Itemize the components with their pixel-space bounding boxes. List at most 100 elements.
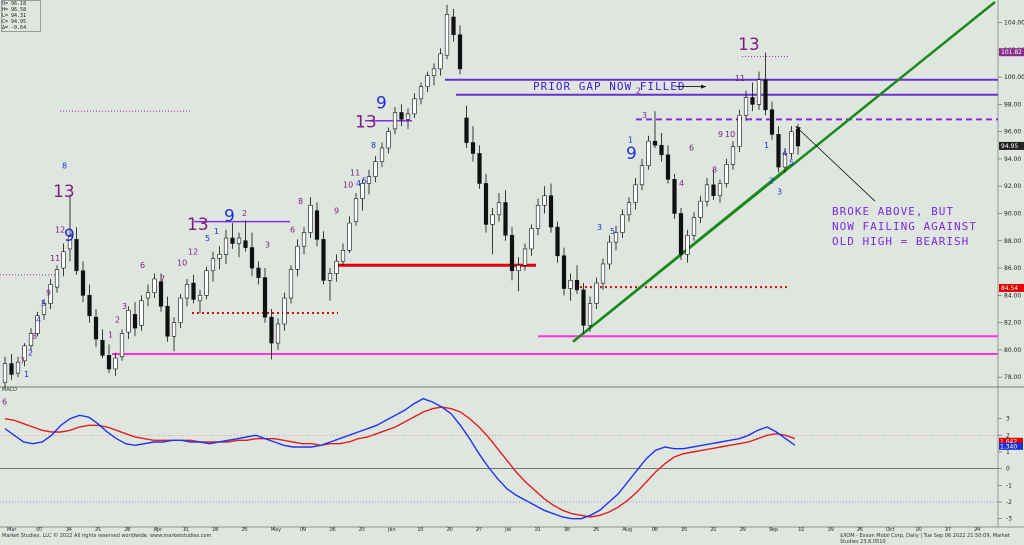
candle-body	[730, 146, 736, 165]
candle-body	[360, 183, 365, 199]
candle-body	[197, 295, 203, 302]
annotation-broke-arrowhead	[795, 126, 801, 131]
candle-body	[314, 210, 320, 240]
candle-body	[756, 79, 762, 105]
candle-body	[503, 202, 508, 236]
date-tick-label: 25	[241, 527, 247, 533]
candle-body	[106, 355, 112, 370]
date-tick-label: 16	[329, 527, 335, 533]
candle-body	[594, 282, 599, 304]
sequential-label-9: 9	[376, 93, 387, 113]
candle-body	[464, 117, 469, 143]
ohlc-low: L= 94.31	[2, 13, 27, 19]
candle-body	[87, 295, 92, 317]
sequential-count: 10	[177, 258, 187, 267]
macd-tick-label: 2	[1006, 432, 1010, 439]
sequential-count: 7	[160, 275, 165, 284]
candle-body	[646, 140, 651, 167]
sequential-count: 1	[24, 370, 29, 379]
sequential-count: 3	[642, 111, 647, 120]
macd-signal-line	[4, 406, 796, 518]
candle-body	[2, 363, 8, 383]
sequential-count: 8	[712, 166, 717, 175]
sequential-count: 4	[36, 316, 41, 325]
price-tick-label: 92.00	[1004, 183, 1021, 190]
price-tick-label: 94.00	[1004, 156, 1021, 163]
candle-body	[119, 333, 125, 358]
price-marker	[999, 283, 1024, 292]
candle-body	[41, 303, 47, 315]
date-tick-label: 29	[740, 527, 746, 533]
sequential-count: 10	[343, 181, 353, 190]
sequential-count: 4	[679, 179, 684, 188]
candle-body	[529, 228, 534, 250]
candle-body	[444, 13, 450, 56]
date-tick-label: 07	[36, 527, 42, 533]
candle-body	[152, 278, 157, 293]
candle-body	[795, 128, 801, 147]
candle-body	[711, 184, 716, 197]
date-tick-label: 11	[534, 527, 540, 533]
sequential-count: 11	[735, 74, 745, 83]
candle-body	[516, 265, 521, 272]
candle-body	[743, 97, 749, 116]
price-tick-label: 100.00	[1004, 74, 1024, 81]
candle-body	[542, 195, 547, 206]
candle-body	[672, 179, 677, 214]
date-tick-label: 23	[359, 527, 365, 533]
candle-body	[392, 112, 398, 130]
candle-body	[451, 16, 456, 36]
candle-body	[308, 204, 313, 233]
candle-body	[282, 297, 287, 325]
sequential-count: 11	[350, 168, 360, 177]
annotation-broke-line2: NOW FAILING AGAINST	[832, 220, 977, 233]
candle-body	[28, 333, 34, 347]
candle-body	[165, 305, 170, 337]
candle-body	[769, 109, 775, 135]
sequential-label-13: 13	[187, 215, 209, 235]
macd-marker	[999, 437, 1023, 445]
sequential-count: 5	[610, 227, 615, 236]
candle-body	[191, 282, 196, 300]
candle-body	[256, 267, 261, 278]
candle-body	[750, 97, 755, 105]
candle-body	[243, 240, 248, 248]
footer-left: Market Studies, LLC © 2022 All rights re…	[2, 533, 212, 539]
candle-body	[548, 195, 554, 228]
sequential-count: 2	[115, 316, 120, 325]
candle-body	[327, 273, 333, 281]
candle-body	[126, 310, 131, 333]
candle-body	[490, 214, 495, 225]
candle-body	[15, 361, 21, 374]
candle-body	[509, 234, 515, 272]
candle-body	[379, 147, 385, 162]
price-tick-label: 78.00	[1004, 374, 1021, 381]
price-tick-label: 80.00	[1004, 347, 1021, 354]
candle-body	[204, 270, 209, 296]
sequential-count: 8	[62, 161, 67, 170]
candle-body	[262, 277, 268, 318]
candle-body	[295, 245, 300, 270]
macd-marker-label: 1.340	[1000, 443, 1017, 450]
price-tick-label: 104.00	[1004, 19, 1024, 26]
sequential-count: 3	[597, 223, 602, 232]
candle-body	[555, 226, 560, 257]
candle-body	[139, 300, 144, 326]
date-tick-label: 11	[183, 527, 189, 533]
candle-body	[171, 322, 177, 337]
candle-body	[763, 79, 768, 111]
sequential-count: 8	[32, 332, 37, 341]
candle-body	[132, 314, 138, 329]
candle-body	[574, 280, 580, 291]
date-tick-label: Aug	[622, 527, 632, 533]
sequential-count: 6	[290, 226, 295, 235]
date-tick-label: 09	[300, 527, 306, 533]
candle-body	[613, 232, 619, 243]
date-tick-label: Jun	[387, 527, 396, 533]
sequential-count: 11	[50, 254, 60, 263]
macd-tick-label: 3	[1006, 416, 1010, 423]
candle-body	[457, 34, 463, 70]
candle-body	[288, 269, 294, 299]
